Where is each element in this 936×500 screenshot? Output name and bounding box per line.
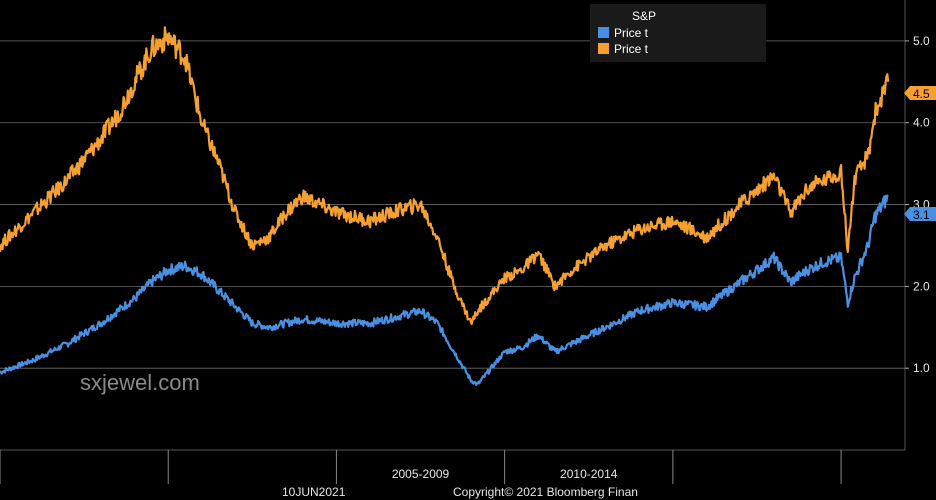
last-value-badge-orange: 4.5 <box>904 86 936 101</box>
legend-entry-blue: Price t <box>614 26 649 40</box>
x-axis: 2005-2009 2010-2014 <box>0 449 905 484</box>
y-tick-label-3: 4.0 <box>913 116 930 130</box>
footer-copyright: Copyright© 2021 Bloomberg Finan <box>453 485 638 499</box>
badge-orange-value: 4.5 <box>913 87 930 101</box>
y-axis: 1.02.03.04.05.0 <box>904 0 930 450</box>
legend-swatch-blue <box>598 27 609 38</box>
y-tick-label-1: 2.0 <box>913 279 930 293</box>
legend-entry-orange: Price t <box>614 42 649 56</box>
badge-orange-shape <box>904 86 936 100</box>
legend-box <box>590 4 766 62</box>
x-tick-label-0: 2005-2009 <box>392 467 450 481</box>
gridlines <box>0 40 905 369</box>
series-layer <box>0 26 890 386</box>
last-value-badge-blue: 3.1 <box>904 207 936 222</box>
legend-swatch-orange <box>598 43 609 54</box>
x-tick-label-1: 2010-2014 <box>560 467 618 481</box>
watermark: sxjewel.com <box>80 370 200 395</box>
legend: S&P Price t Price t <box>590 4 766 62</box>
y-tick-label-4: 5.0 <box>913 34 930 48</box>
series-line-1 <box>0 26 890 325</box>
badge-blue-value: 3.1 <box>913 208 930 222</box>
footer-date: 10JUN2021 <box>282 485 346 499</box>
legend-title: S&P <box>632 9 656 23</box>
series-line-0 <box>0 194 889 386</box>
badge-blue-shape <box>904 207 936 221</box>
y-tick-label-0: 1.0 <box>913 361 930 375</box>
